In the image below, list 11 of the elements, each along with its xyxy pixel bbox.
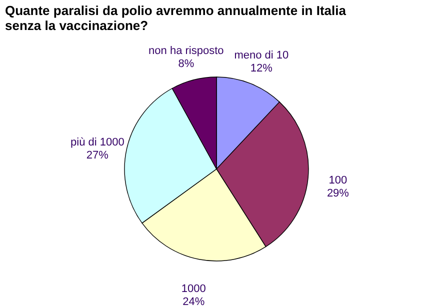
data-label: 29% bbox=[326, 187, 350, 200]
data-label: 24% bbox=[182, 296, 205, 306]
slice-label: più di 1000 bbox=[70, 136, 124, 148]
slice-label: 1000 bbox=[181, 282, 206, 295]
slice-label: meno di 10 bbox=[234, 50, 289, 62]
data-label: 12% bbox=[250, 62, 273, 75]
data-label: 27% bbox=[86, 149, 109, 162]
data-label: 8% bbox=[178, 58, 194, 70]
slice-label: non ha risposto bbox=[148, 44, 224, 57]
chart-title: Quante paralisi da polio avremmo annualmente in Italia senza la vaccinazione? bbox=[5, 3, 347, 33]
slice-label: 100 bbox=[328, 174, 348, 186]
